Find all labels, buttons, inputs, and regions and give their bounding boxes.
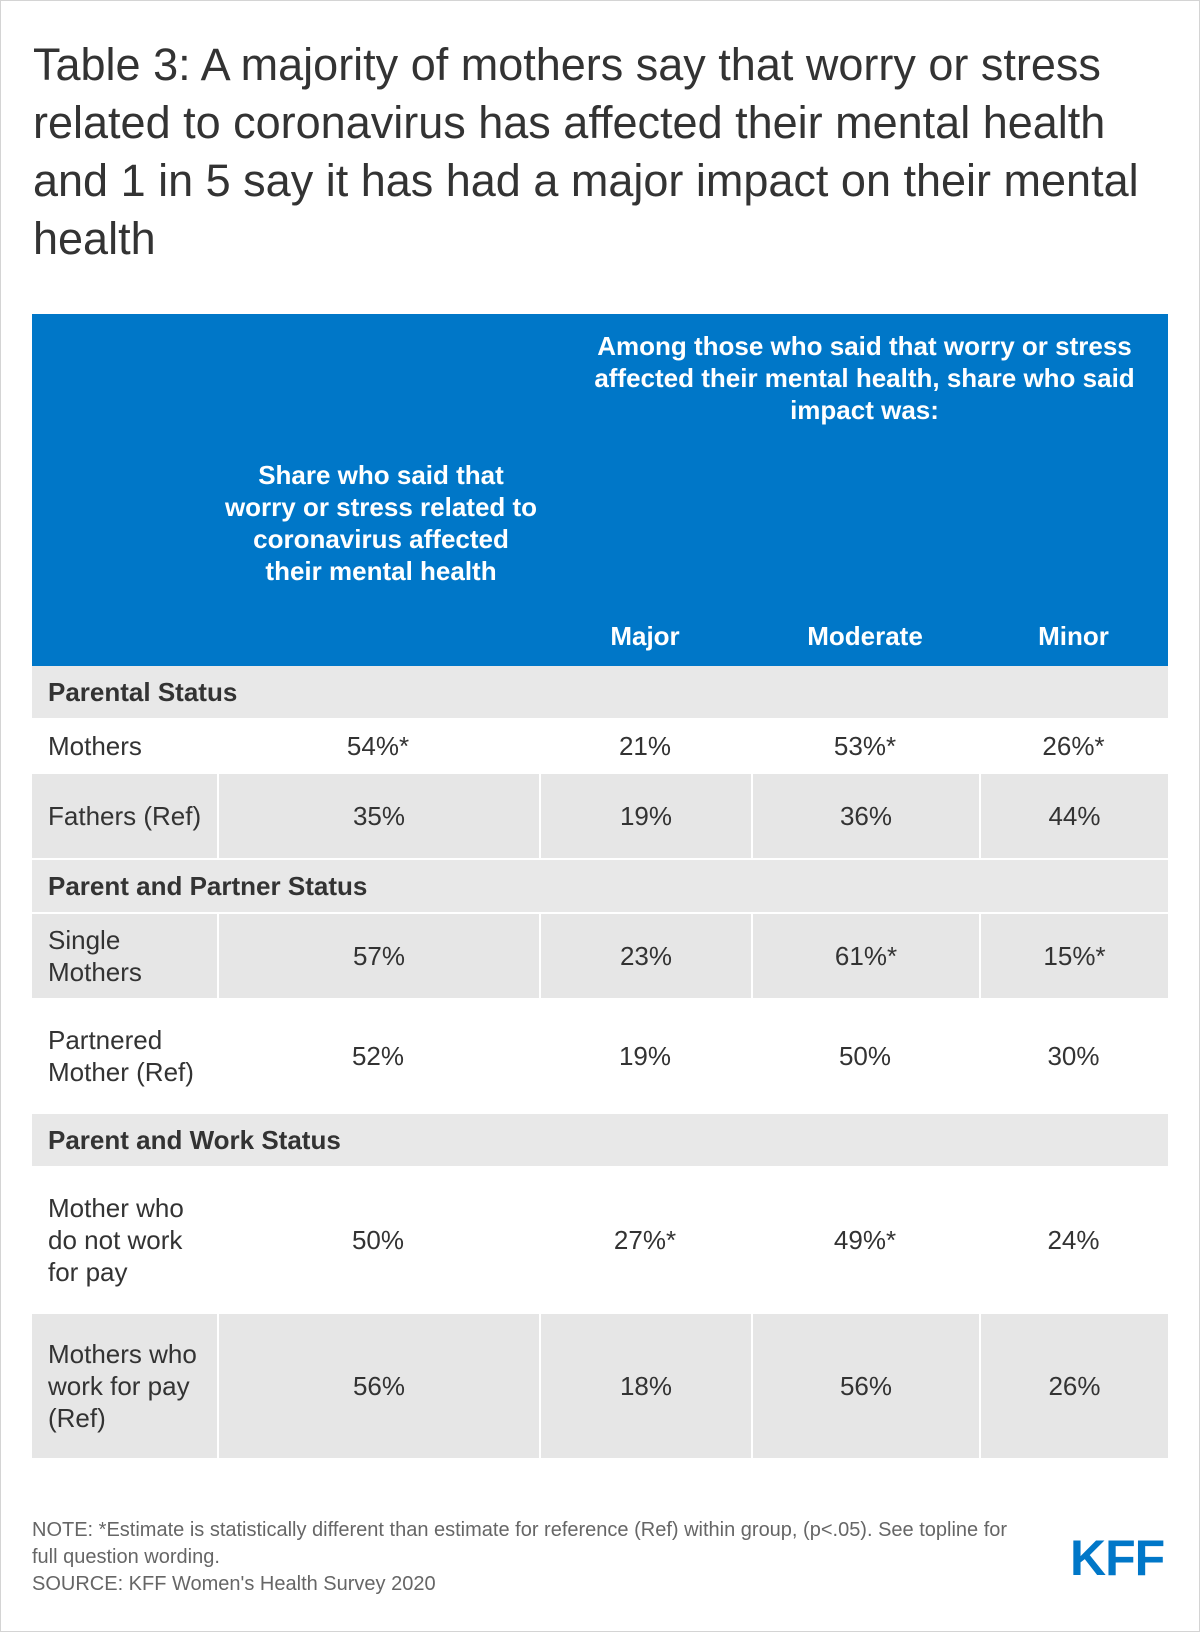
cell-moderate: 53%* xyxy=(833,731,897,761)
cell-minor: 26%* xyxy=(1042,731,1105,761)
table-row: Mothers 54%* 21% 53%* 26%* xyxy=(32,720,1168,774)
table-row: Single Mothers 57% 23% 61%* 15%* xyxy=(32,914,1168,1000)
cell-share: 52% xyxy=(351,1041,405,1071)
table-row: Mother who do not work for pay 50% 27%* … xyxy=(32,1168,1168,1314)
group-label: Parent and Work Status xyxy=(48,1125,341,1155)
row-label: Mothers who work for pay (Ref) xyxy=(48,1339,197,1433)
cell-major: 18% xyxy=(539,1314,751,1458)
cell-major: 21% xyxy=(618,731,672,761)
table-header: Among those who said that worry or stres… xyxy=(32,314,1168,666)
group-header: Parent and Work Status xyxy=(32,1114,1168,1168)
row-label: Single Mothers xyxy=(48,925,142,987)
row-label: Fathers (Ref) xyxy=(48,801,202,831)
cell-share: 56% xyxy=(217,1314,539,1458)
cell-minor: 26% xyxy=(979,1314,1168,1458)
cell-moderate: 50% xyxy=(838,1041,892,1071)
cell-share: 57% xyxy=(217,914,539,998)
row-label: Partnered Mother (Ref) xyxy=(48,1025,194,1087)
header-share: Share who said that worry or stress rela… xyxy=(224,460,538,586)
cell-share: 50% xyxy=(351,1225,405,1255)
row-label: Mother who do not work for pay xyxy=(48,1193,184,1287)
cell-major: 19% xyxy=(618,1041,672,1071)
cell-moderate: 36% xyxy=(751,774,979,858)
kff-logo: KFF xyxy=(1070,1530,1165,1586)
source-text: SOURCE: KFF Women's Health Survey 2020 xyxy=(32,1573,436,1595)
cell-minor: 24% xyxy=(1047,1225,1100,1255)
group-label: Parent and Partner Status xyxy=(48,871,368,901)
header-major: Major xyxy=(610,621,680,651)
footnote: NOTE: *Estimate is statistically differe… xyxy=(32,1517,1022,1598)
cell-major: 23% xyxy=(539,914,751,998)
cell-moderate: 61%* xyxy=(751,914,979,998)
cell-moderate: 56% xyxy=(751,1314,979,1458)
cell-moderate: 49%* xyxy=(833,1225,897,1255)
header-span-label: Among those who said that worry or stres… xyxy=(594,331,1135,425)
table-title: Table 3: A majority of mothers say that … xyxy=(33,39,1139,264)
cell-major: 27%* xyxy=(613,1225,677,1255)
note-text: NOTE: *Estimate is statistically differe… xyxy=(32,1519,1008,1568)
group-header: Parental Status xyxy=(32,666,1168,720)
cell-share: 35% xyxy=(217,774,539,858)
cell-minor: 30% xyxy=(1047,1041,1100,1071)
table-row: Partnered Mother (Ref) 52% 19% 50% 30% xyxy=(32,1000,1168,1114)
group-header: Parent and Partner Status xyxy=(32,860,1168,914)
table-row: Mothers who work for pay (Ref) 56% 18% 5… xyxy=(32,1314,1168,1460)
row-label: Mothers xyxy=(48,731,142,761)
data-table: Among those who said that worry or stres… xyxy=(32,314,1168,1460)
cell-minor: 15%* xyxy=(979,914,1168,998)
header-minor: Minor xyxy=(1038,621,1109,651)
cell-share: 54%* xyxy=(346,731,410,761)
header-moderate: Moderate xyxy=(807,621,923,651)
cell-minor: 44% xyxy=(979,774,1168,858)
group-label: Parental Status xyxy=(48,677,238,707)
table-row: Fathers (Ref) 35% 19% 36% 44% xyxy=(32,774,1168,860)
cell-major: 19% xyxy=(539,774,751,858)
